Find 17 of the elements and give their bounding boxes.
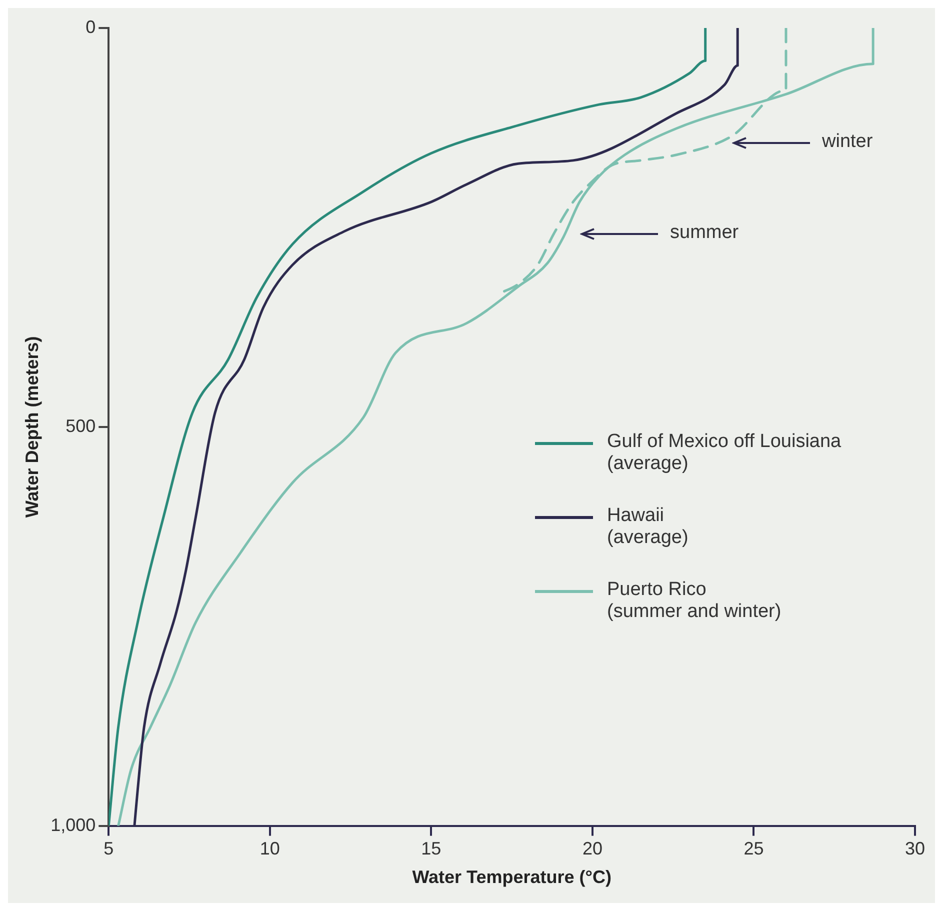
x-tick-label: 20 <box>582 838 602 859</box>
annotation: summer <box>670 222 739 244</box>
y-tick-label: 1,000 <box>50 814 96 835</box>
legend-label: Gulf of Mexico off Louisiana (average) <box>607 431 842 475</box>
annotation: winter <box>822 131 873 153</box>
x-axis-title: Water Temperature (°C) <box>412 867 612 888</box>
legend-label: Hawaii (average) <box>607 505 690 549</box>
x-tick-label: 5 <box>104 838 114 859</box>
x-tick-label: 30 <box>904 838 926 859</box>
y-tick-label: 0 <box>86 16 96 37</box>
y-tick-label: 500 <box>66 416 96 436</box>
x-tick-label: 10 <box>260 838 280 859</box>
legend-label: Puerto Rico (summer and winter) <box>607 579 782 623</box>
line-series <box>117 28 874 826</box>
x-tick-label: 25 <box>744 838 764 859</box>
x-tick-label: 15 <box>421 838 442 859</box>
y-axis-title: Water Depth (meters) <box>22 336 42 518</box>
